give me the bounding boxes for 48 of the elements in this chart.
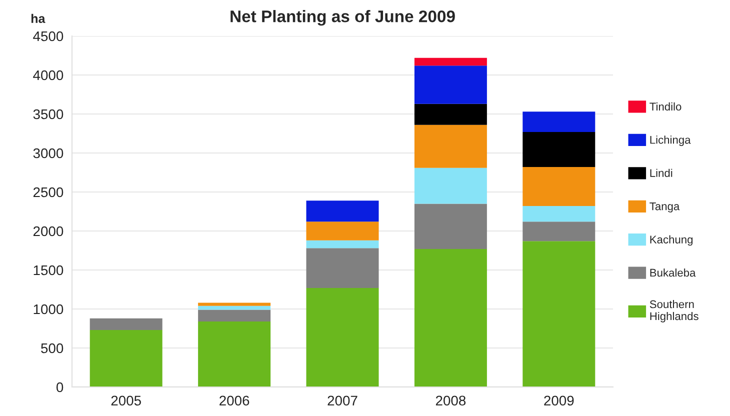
bar	[90, 330, 162, 387]
y-tick-label: 500	[41, 343, 64, 354]
y-tick-label: 2000	[33, 226, 64, 236]
x-tick-label: 2005	[111, 396, 141, 406]
bar	[414, 58, 487, 66]
legend-label: Tindilo	[650, 102, 682, 111]
legend-label: Bukaleba	[650, 268, 696, 277]
y-tick-label: 1500	[34, 265, 64, 276]
bar	[198, 321, 271, 387]
bar	[522, 167, 596, 206]
bar	[306, 248, 379, 288]
x-tick-label: 2006	[220, 396, 250, 406]
y-tick-label: 2500	[33, 187, 64, 198]
y-tick-label: 0	[56, 382, 64, 392]
x-tick-label: 2007	[328, 396, 358, 406]
x-tick-label: 2008	[436, 396, 466, 406]
chart-title: Net Planting as of June 2009	[230, 10, 455, 26]
bar	[90, 318, 162, 330]
legend-label: Southern Highlands	[650, 300, 698, 322]
bar	[414, 124, 487, 168]
legend-label: Kachung	[650, 235, 693, 246]
bar	[522, 241, 596, 387]
legend-label: Lindi	[650, 168, 672, 177]
bar	[306, 240, 379, 248]
bar	[414, 168, 487, 204]
legend-label: Lichinga	[650, 136, 691, 146]
y-tick-label: 1000	[34, 304, 64, 314]
bar	[306, 288, 379, 387]
bar	[414, 204, 487, 249]
bar	[522, 112, 596, 132]
bar	[522, 132, 596, 168]
y-tick-label: 4000	[33, 70, 64, 80]
bar	[198, 310, 271, 322]
bar	[414, 66, 487, 104]
y-tick-label: 3000	[33, 148, 64, 158]
x-tick-label: 2009	[544, 396, 574, 406]
bar	[414, 104, 487, 125]
bar	[306, 200, 379, 222]
bar	[414, 248, 487, 387]
bar	[198, 306, 271, 310]
bar	[522, 222, 596, 242]
y-tick-label: 3500	[33, 109, 64, 120]
bar	[198, 302, 271, 306]
y-tick-label: 4500	[33, 31, 64, 42]
bar	[522, 206, 596, 222]
bar	[306, 222, 379, 240]
y-axis-title: ha	[31, 14, 46, 23]
legend-label: Tanga	[650, 202, 680, 212]
